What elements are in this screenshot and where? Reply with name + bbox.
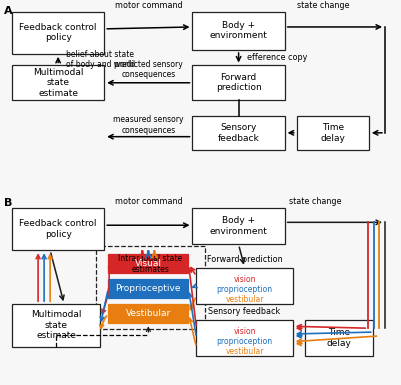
Text: Sensory
feedback: Sensory feedback [218,123,259,142]
Bar [12,12,104,54]
Text: Feedback control
policy: Feedback control policy [19,219,97,239]
Text: Multimodal
state
estimate: Multimodal state estimate [31,310,81,340]
Bar [297,116,369,150]
Bar [192,208,285,244]
Text: efference copy: efference copy [247,53,307,62]
Text: Forward
prediction: Forward prediction [216,73,261,92]
Text: Vestibular: Vestibular [126,309,171,318]
Bar [12,208,104,250]
Text: Proprioceptive: Proprioceptive [115,284,181,293]
Text: Visual: Visual [135,259,162,268]
Text: belief about state
of body and world: belief about state of body and world [66,50,135,69]
Text: Time
delay: Time delay [320,123,345,142]
Bar [192,65,285,100]
Bar [192,116,285,150]
Text: Body +
environment: Body + environment [210,216,267,236]
Text: state change: state change [289,197,341,206]
Bar [96,246,205,329]
Text: Multimodal
state
estimate: Multimodal state estimate [33,68,83,98]
Text: vision: vision [233,327,256,336]
Bar [12,65,104,100]
Text: Feedback control
policy: Feedback control policy [19,23,97,42]
Text: motor command: motor command [115,1,182,10]
Text: Body +
environment: Body + environment [210,21,267,40]
Text: Time
delay: Time delay [326,328,351,348]
Bar [196,268,293,304]
Text: vision: vision [233,275,256,284]
Bar [12,304,100,346]
Text: proprioception: proprioception [217,337,273,346]
Text: A: A [4,6,13,16]
Bar [108,254,188,273]
Text: predicted sensory
consequences: predicted sensory consequences [114,60,183,79]
Text: B: B [4,198,12,208]
Bar [108,279,188,298]
Text: proprioception: proprioception [217,285,273,294]
Text: Sensory feedback: Sensory feedback [209,307,281,316]
Bar [305,320,373,356]
Text: measured sensory
consequences: measured sensory consequences [113,116,184,135]
Bar [192,12,285,50]
Bar [108,304,188,323]
Text: vestibular: vestibular [225,295,264,303]
Bar [196,320,293,356]
Text: Forward prediction: Forward prediction [207,255,282,264]
Text: vestibular: vestibular [225,346,264,355]
Text: motor command: motor command [115,197,182,206]
Text: state change: state change [297,1,349,10]
Text: Intramodal state
estimates: Intramodal state estimates [118,254,182,273]
